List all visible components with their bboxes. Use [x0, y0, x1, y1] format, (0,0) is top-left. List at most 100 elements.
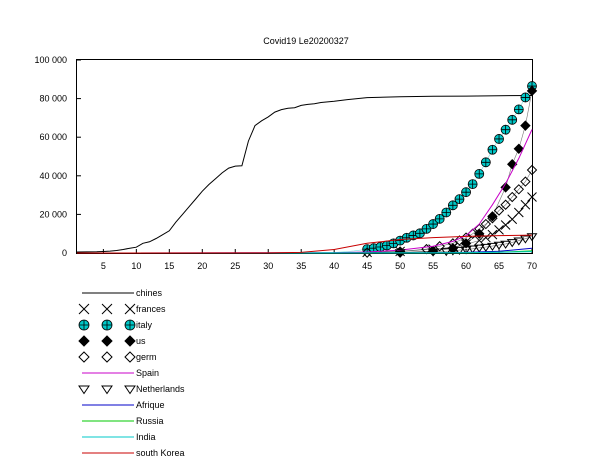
data-point — [474, 223, 485, 235]
series-us — [77, 85, 538, 258]
data-point — [124, 385, 136, 395]
legend-item: us — [78, 335, 146, 347]
data-point — [361, 247, 373, 258]
legend-label: germ — [136, 352, 157, 362]
data-point — [526, 164, 538, 176]
legend-label: Netherlands — [136, 384, 185, 394]
data-point — [513, 207, 524, 218]
legend-label: us — [136, 336, 146, 346]
data-point — [474, 235, 485, 246]
data-point — [500, 182, 511, 193]
data-point — [461, 187, 471, 198]
legend-item: chines — [82, 288, 163, 298]
x-tick-label: 70 — [527, 261, 537, 271]
data-point — [480, 218, 492, 230]
legend-label: Spain — [136, 368, 159, 378]
data-point — [494, 134, 504, 144]
data-point — [440, 248, 452, 257]
x-tick-label: 60 — [461, 261, 471, 271]
plot-area — [76, 59, 533, 254]
x-tick-label: 5 — [101, 261, 106, 271]
x-tick-label: 50 — [395, 261, 405, 271]
legend-item: frances — [78, 303, 166, 315]
legend-item: germ — [78, 351, 157, 363]
data-point — [487, 229, 498, 240]
data-point — [520, 176, 531, 187]
legend-label: Afrique — [136, 400, 165, 410]
data-point — [101, 319, 113, 331]
series-line — [76, 95, 533, 253]
data-point — [78, 303, 90, 315]
y-tick-label: 80 000 — [39, 94, 67, 104]
data-point — [520, 92, 531, 103]
legend-label: chines — [136, 288, 163, 298]
data-point — [513, 184, 525, 195]
data-point — [101, 351, 113, 363]
legend-label: south Korea — [136, 448, 185, 458]
data-point — [526, 85, 538, 97]
data-point — [434, 213, 445, 224]
x-tick-label: 15 — [164, 261, 174, 271]
data-point — [506, 239, 518, 248]
data-point — [78, 335, 90, 347]
data-point — [513, 237, 525, 246]
data-point — [124, 303, 136, 315]
data-point — [454, 194, 465, 205]
legend-label: India — [136, 432, 156, 442]
data-point — [460, 246, 472, 255]
data-point — [101, 303, 113, 315]
data-point — [78, 319, 90, 331]
data-point — [474, 168, 485, 179]
legend-item: south Korea — [82, 448, 185, 458]
data-point — [513, 104, 524, 115]
legend-label: frances — [136, 304, 166, 314]
y-axis: 0 20 000 40 000 60 000 80 000 100 000 — [34, 55, 81, 258]
series-line — [76, 129, 533, 254]
data-point — [101, 335, 113, 347]
data-point — [487, 213, 498, 224]
data-point — [520, 199, 531, 210]
data-point — [507, 191, 518, 203]
series-layer — [76, 81, 538, 258]
x-tick-label: 35 — [296, 261, 306, 271]
data-point — [428, 219, 438, 229]
y-tick-label: 100 000 — [34, 55, 67, 65]
data-point — [487, 242, 498, 252]
data-point — [493, 241, 505, 250]
data-point — [101, 385, 113, 395]
series-line — [76, 251, 533, 254]
x-tick-label: 10 — [131, 261, 141, 271]
y-tick-label: 60 000 — [39, 132, 67, 142]
data-point — [434, 241, 445, 252]
data-point — [480, 243, 492, 252]
series-south-korea — [76, 234, 533, 254]
data-point — [454, 246, 465, 256]
legend-item: Afrique — [82, 400, 165, 410]
legend-item: Russia — [82, 416, 164, 426]
x-tick-label: 20 — [197, 261, 207, 271]
legend-item: Netherlands — [78, 384, 185, 395]
series-trace — [77, 85, 533, 254]
legend-item: italy — [78, 319, 153, 331]
data-point — [500, 124, 511, 135]
x-tick-label: 55 — [428, 261, 438, 271]
data-point — [124, 351, 136, 363]
data-point — [447, 200, 458, 211]
data-point — [520, 120, 531, 131]
y-tick-label: 0 — [62, 248, 67, 258]
data-point — [500, 199, 511, 210]
legend: chines frances italy us germ Spain Netherlands… — [78, 288, 185, 458]
data-point — [421, 223, 432, 234]
data-point — [480, 157, 491, 168]
data-point — [447, 247, 459, 256]
series-line — [76, 234, 533, 254]
data-point — [526, 233, 538, 242]
data-point — [78, 385, 90, 395]
data-point — [467, 245, 479, 254]
data-point — [519, 235, 531, 244]
data-point — [473, 244, 485, 253]
legend-label: Russia — [136, 416, 164, 426]
data-point — [441, 207, 452, 218]
data-point — [124, 335, 136, 347]
series-trace — [77, 90, 533, 254]
